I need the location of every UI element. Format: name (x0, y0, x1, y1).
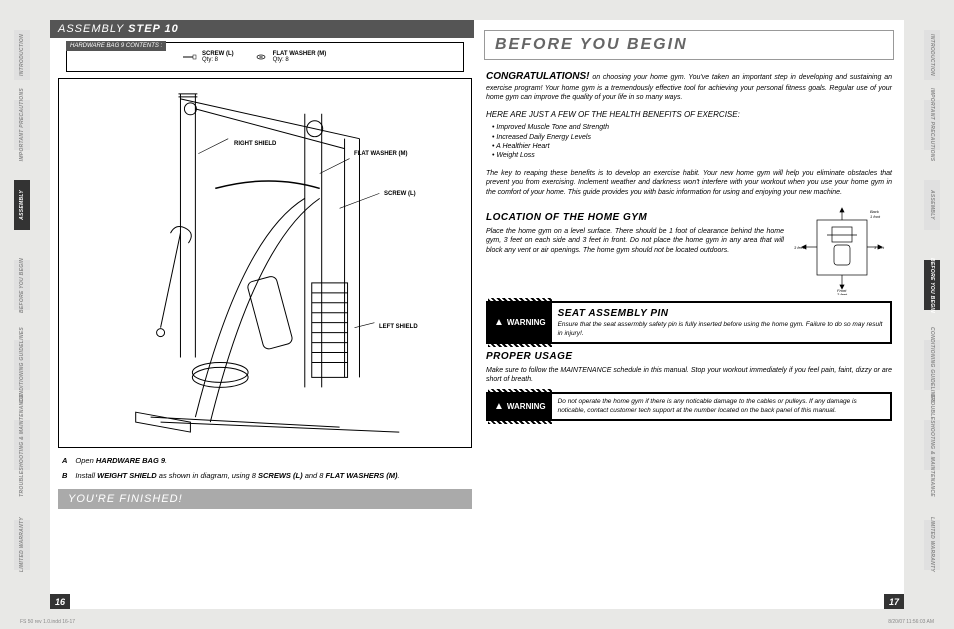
svg-text:3 feet: 3 feet (837, 292, 848, 295)
diagram-label: LEFT SHIELD (379, 324, 418, 330)
warning-damage: ▲WARNING Do not operate the home gym if … (486, 392, 892, 421)
hardware-item: SCREW (L)Qty: 8 (183, 51, 234, 63)
warning-seat: ▲WARNING SEAT ASSEMBLY PIN Ensure that t… (486, 301, 892, 344)
assembly-header: ASSEMBLY STEP 10 (50, 20, 480, 38)
hardware-item: FLAT WASHER (M)Qty: 8 (254, 51, 327, 63)
svg-text:3 feet: 3 feet (874, 245, 885, 250)
location-heading: LOCATION OF THE HOME GYM (486, 211, 784, 225)
nav-tab[interactable]: IMPORTANT PRECAUTIONS (924, 100, 940, 150)
proper-heading: PROPER USAGE (486, 350, 892, 364)
benefits-list: • Improved Muscle Tone and Strength• Inc… (492, 123, 892, 161)
right-page: BEFORE YOU BEGIN CONGRATULATIONS! on cho… (474, 20, 904, 609)
nav-tab[interactable]: TROUBLESHOOTING & MAINTENANCE (14, 420, 30, 470)
nav-tab[interactable]: LIMITED WARRANTY (14, 520, 30, 570)
nav-tab[interactable]: INTRODUCTION (14, 30, 30, 80)
diagram-label: FLAT WASHER (M) (354, 151, 408, 157)
nav-tab[interactable]: BEFORE YOU BEGIN (924, 260, 940, 310)
warning-icon: ▲ (494, 317, 504, 328)
location-diagram: Back 1 foot Front 3 feet 3 feet 3 feet (792, 205, 892, 295)
nav-tab[interactable]: INTRODUCTION (924, 30, 940, 80)
nav-tab[interactable]: ASSEMBLY (14, 180, 30, 230)
nav-tab[interactable]: IMPORTANT PRECAUTIONS (14, 100, 30, 150)
left-page: ASSEMBLY STEP 10 HARDWARE BAG 9 CONTENTS… (50, 20, 480, 609)
body-text: CONGRATULATIONS! on choosing your home g… (486, 70, 892, 295)
hardware-box: HARDWARE BAG 9 CONTENTS : SCREW (L)Qty: … (58, 42, 472, 72)
header-step: STEP 10 (128, 23, 179, 35)
benefits-heading: HERE ARE JUST A FEW OF THE HEALTH BENEFI… (486, 110, 892, 121)
nav-tab[interactable]: LIMITED WARRANTY (924, 520, 940, 570)
nav-tab[interactable]: CONDITIONING GUIDELINES (924, 340, 940, 390)
step: BInstall WEIGHT SHIELD as shown in diagr… (62, 471, 468, 482)
seat-heading: SEAT ASSEMBLY PIN (558, 307, 884, 320)
hardware-title: HARDWARE BAG 9 CONTENTS : (66, 41, 166, 51)
step: AOpen HARDWARE BAG 9. (62, 456, 468, 467)
finished-banner: YOU'RE FINISHED! (58, 489, 472, 509)
header-prefix: ASSEMBLY (58, 23, 128, 35)
assembly-diagram: RIGHT SHIELD FLAT WASHER (M) SCREW (L) LEFT… (58, 78, 472, 448)
nav-tab[interactable]: ASSEMBLY (924, 180, 940, 230)
screw-icon (183, 52, 197, 62)
warning-label: ▲WARNING (488, 394, 552, 419)
svg-text:3 feet: 3 feet (794, 245, 805, 250)
warning-label: ▲WARNING (488, 303, 552, 342)
assembly-steps: AOpen HARDWARE BAG 9. BInstall WEIGHT SHI… (62, 456, 468, 481)
before-title: BEFORE YOU BEGIN (484, 30, 894, 60)
washer-icon (254, 52, 268, 62)
page-number: 17 (884, 594, 904, 609)
nav-tab[interactable]: CONDITIONING GUIDELINES (14, 340, 30, 390)
nav-tab[interactable]: BEFORE YOU BEGIN (14, 260, 30, 310)
footer: FS 50 rev 1.0.indd 16-17 8/20/07 11:56:0… (20, 619, 934, 625)
nav-tab[interactable]: TROUBLESHOOTING & MAINTENANCE (924, 420, 940, 470)
page-number: 16 (50, 594, 70, 609)
svg-text:1 foot: 1 foot (870, 214, 881, 219)
diagram-label: RIGHT SHIELD (234, 141, 276, 147)
diagram-label: SCREW (L) (384, 191, 416, 197)
congrats: CONGRATULATIONS! (486, 71, 590, 82)
warning-icon: ▲ (494, 401, 504, 412)
